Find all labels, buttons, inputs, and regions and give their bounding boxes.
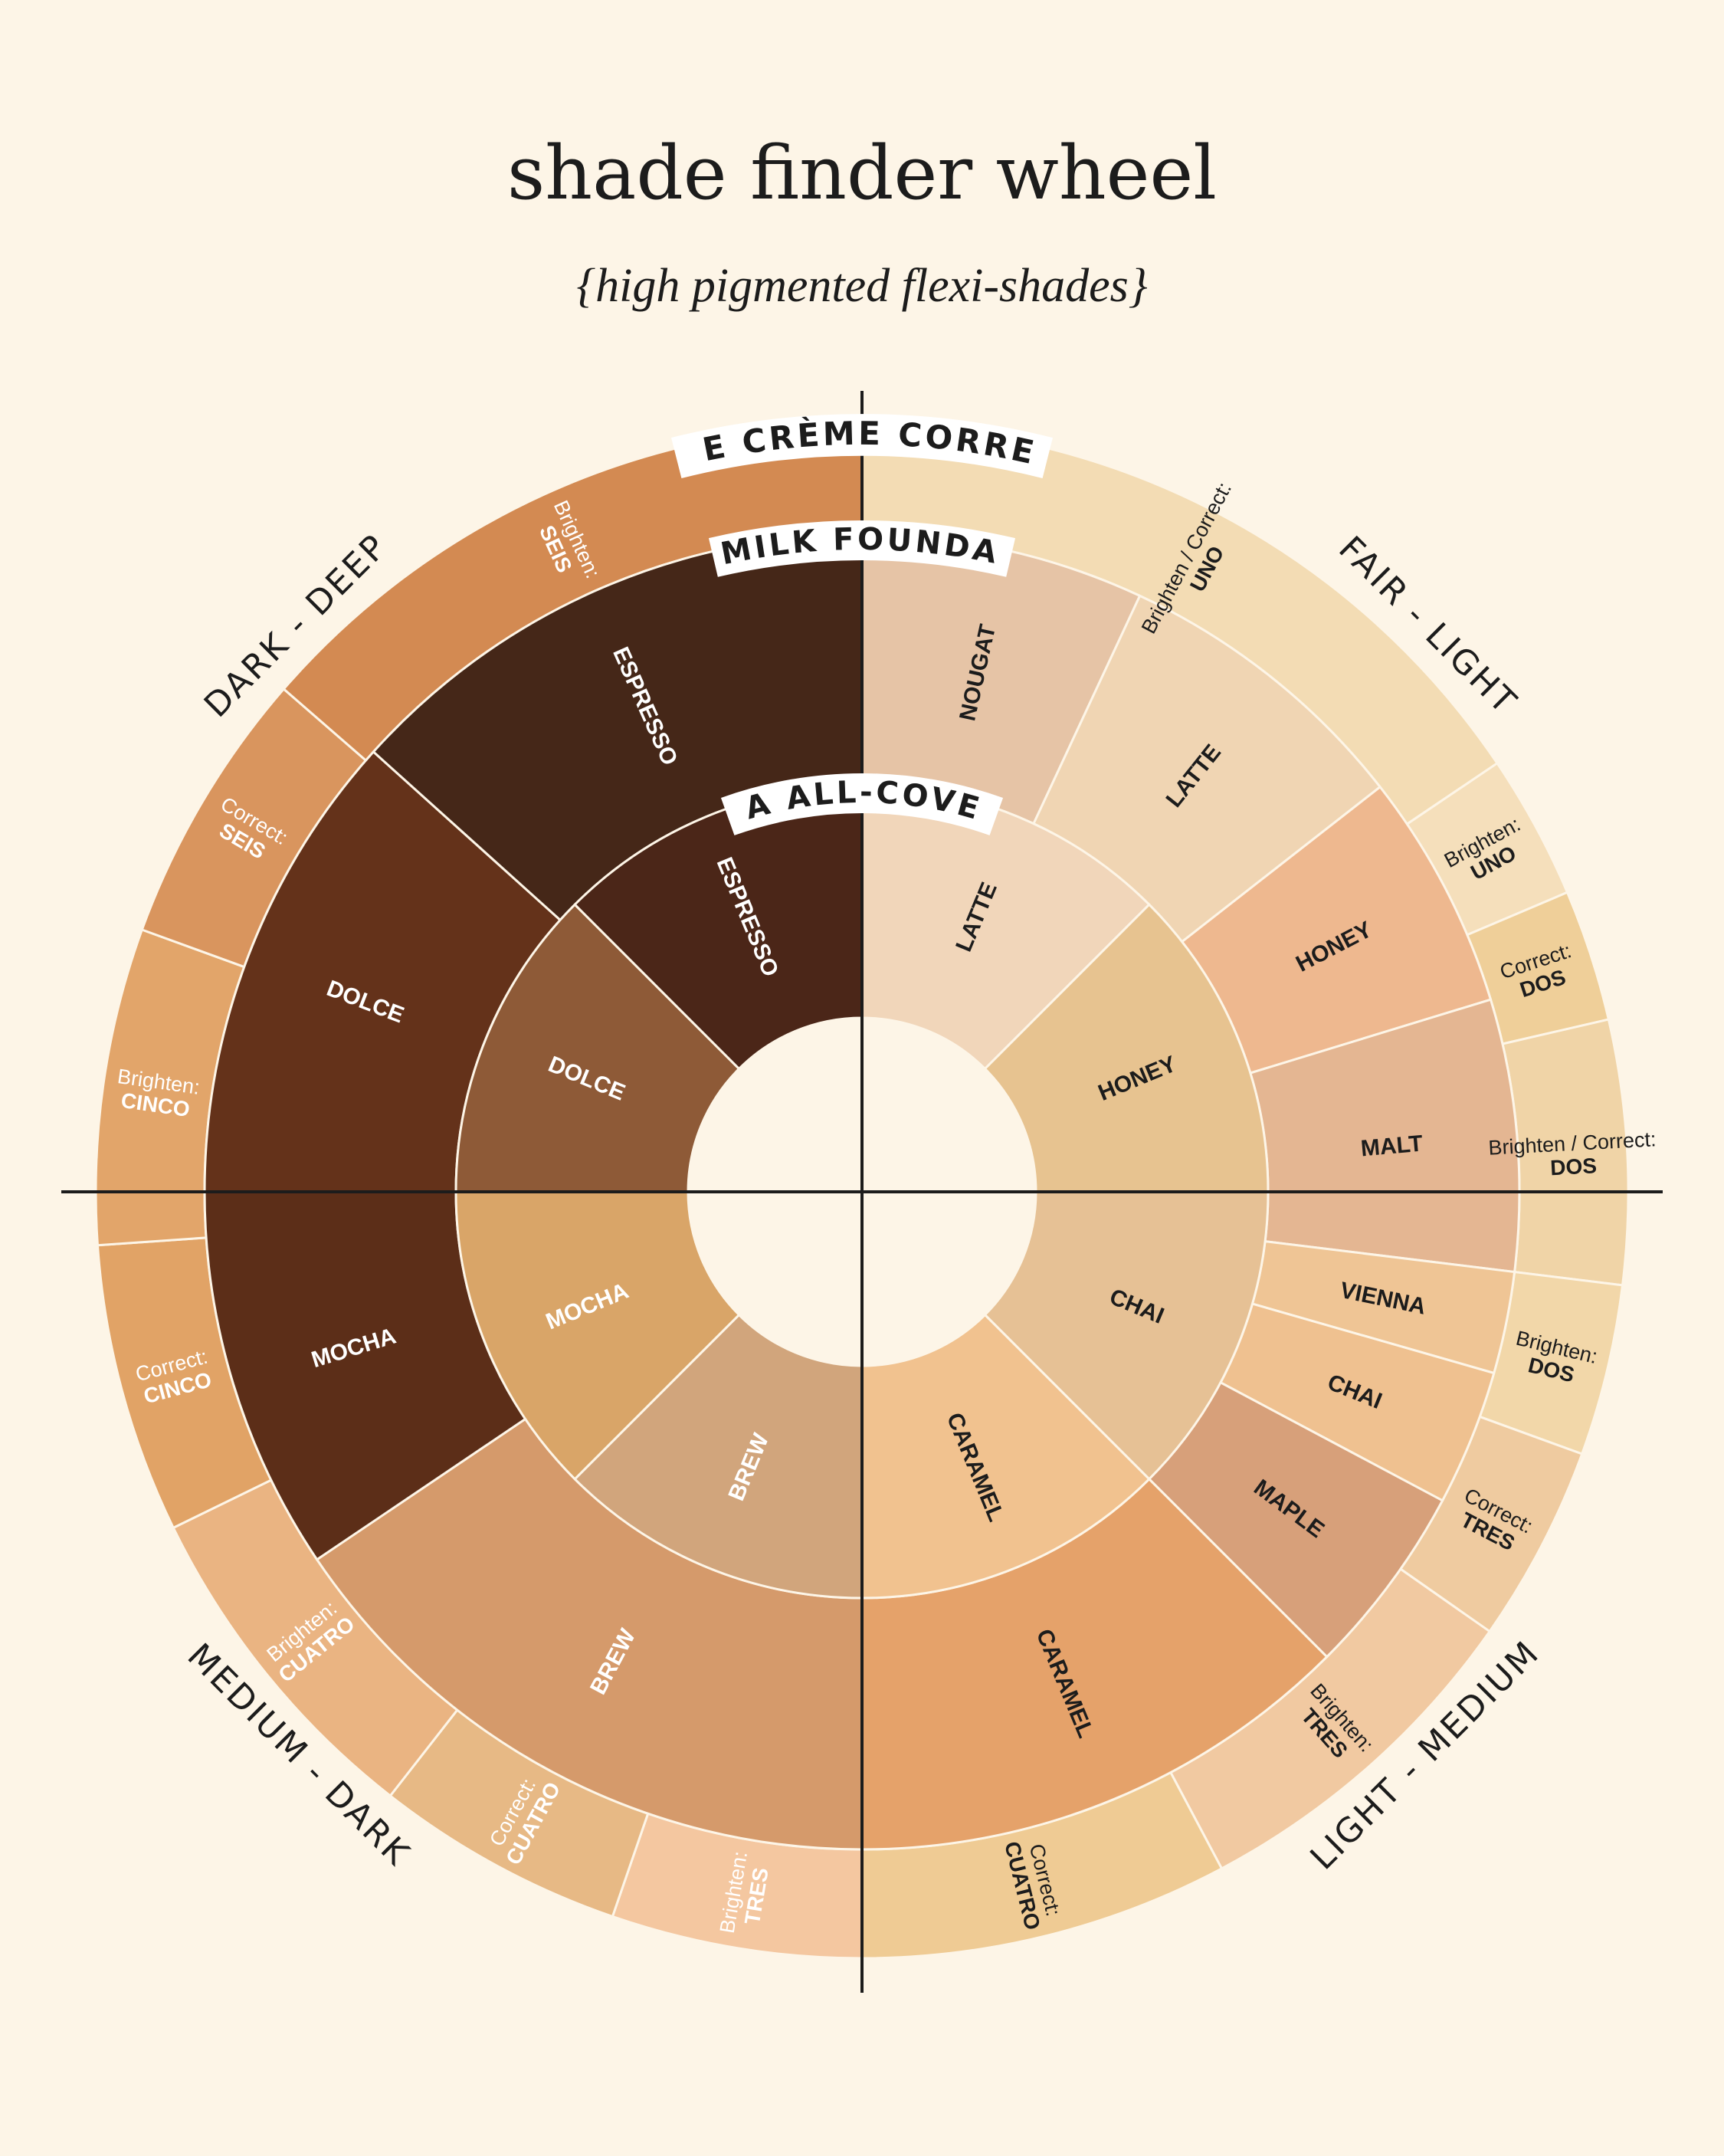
outer-title-band — [671, 414, 1053, 479]
page-title: shade finder wheel — [507, 130, 1217, 216]
lychee-creme-corrector-ring — [94, 424, 1630, 1960]
quadrant-axes — [61, 391, 1663, 1993]
outer-ring-title: LYCHEE CRÈME CORRECTOR — [0, 0, 1041, 472]
inner-title-band — [720, 773, 1004, 835]
page-subtitle: {high pigmented flexi-shades} — [576, 260, 1148, 312]
oat-milk-foundation-ring — [203, 533, 1521, 1851]
middle-label-malt: MALT — [1360, 1131, 1424, 1162]
arnica-all-cover-pot-ring — [454, 784, 1270, 1600]
middle-title-band — [708, 520, 1016, 577]
